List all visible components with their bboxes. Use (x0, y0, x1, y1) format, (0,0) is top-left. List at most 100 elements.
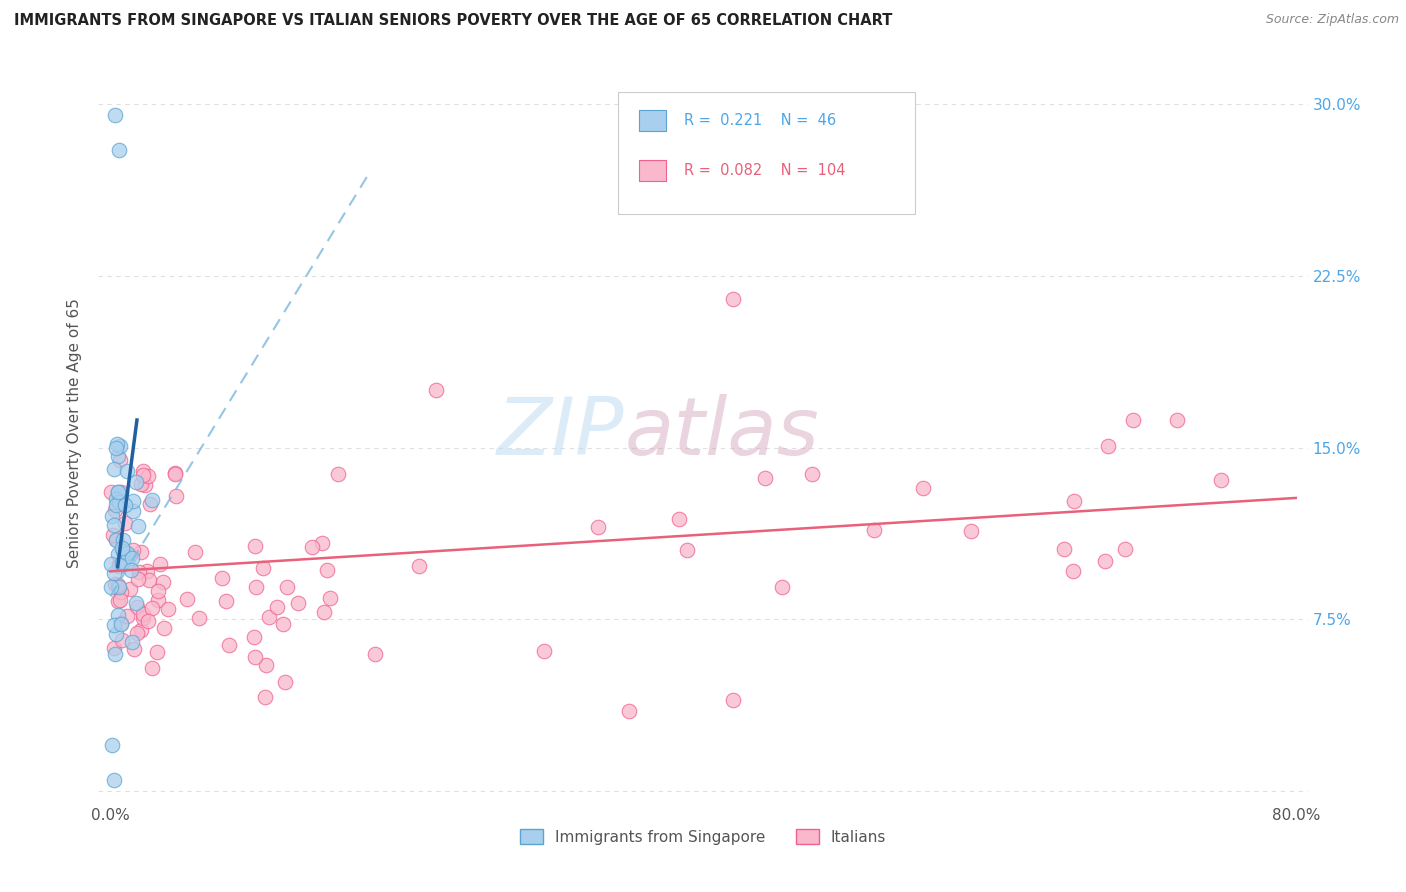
Point (127, 519, 149, 533)
Text: Source: ZipAtlas.com: Source: ZipAtlas.com (1265, 13, 1399, 27)
Point (141, 601, 163, 615)
Point (107, 594, 129, 608)
Point (121, 550, 143, 565)
Point (316, 564, 339, 578)
Point (254, 690, 277, 705)
Text: R =  0.221    N =  46: R = 0.221 N = 46 (683, 113, 835, 128)
Point (134, 478, 156, 492)
Point (129, 545, 152, 559)
Point (105, 533, 128, 547)
Point (165, 467, 187, 481)
Point (110, 485, 132, 500)
Point (863, 523, 886, 537)
Point (721, 292, 744, 306)
Point (319, 591, 342, 605)
Point (1209, 473, 1232, 487)
Point (114, 516, 136, 530)
Point (214, 594, 236, 608)
Point (104, 647, 127, 661)
Point (129, 476, 152, 491)
Point (108, 593, 131, 607)
Point (101, 528, 124, 542)
Point (146, 584, 169, 599)
Point (108, 143, 131, 157)
Point (617, 704, 640, 718)
Point (125, 599, 148, 614)
Point (105, 498, 128, 512)
Point (105, 436, 128, 450)
Point (408, 558, 430, 573)
Point (110, 617, 132, 632)
FancyBboxPatch shape (638, 110, 665, 131)
Point (266, 599, 288, 614)
Point (111, 557, 134, 571)
Point (103, 462, 125, 476)
Point (243, 630, 266, 644)
Point (100, 580, 122, 594)
Point (132, 467, 155, 482)
Point (139, 496, 162, 510)
Point (103, 517, 125, 532)
Point (115, 546, 138, 560)
Point (114, 498, 136, 512)
Point (115, 464, 138, 478)
Point (364, 648, 387, 662)
Point (110, 585, 132, 599)
Point (132, 611, 155, 625)
Point (121, 503, 143, 517)
Point (586, 520, 609, 534)
Point (188, 611, 211, 625)
Point (259, 610, 281, 624)
Point (676, 543, 699, 558)
Point (107, 607, 129, 622)
Point (184, 545, 207, 559)
Point (107, 578, 129, 592)
Point (125, 475, 148, 490)
Point (104, 626, 127, 640)
Point (108, 558, 131, 573)
Point (533, 643, 555, 657)
Point (326, 467, 349, 481)
Point (121, 635, 143, 649)
Point (157, 602, 180, 616)
Point (312, 605, 335, 619)
Point (146, 592, 169, 607)
Point (100, 485, 122, 500)
Point (254, 657, 277, 672)
Point (1097, 439, 1119, 453)
Point (141, 660, 163, 674)
Point (1094, 554, 1116, 568)
Point (425, 383, 447, 397)
Text: atlas: atlas (624, 393, 820, 472)
Point (115, 609, 138, 624)
Point (617, 193, 640, 207)
Point (122, 542, 145, 557)
Point (135, 564, 157, 578)
Point (104, 503, 127, 517)
Point (111, 554, 134, 568)
Point (108, 580, 131, 594)
Point (243, 650, 266, 665)
Point (243, 539, 266, 553)
Point (149, 558, 172, 572)
Point (153, 621, 176, 635)
Text: IMMIGRANTS FROM SINGAPORE VS ITALIAN SENIORS POVERTY OVER THE AGE OF 65 CORRELAT: IMMIGRANTS FROM SINGAPORE VS ITALIAN SEN… (14, 13, 893, 29)
Point (211, 571, 233, 585)
Point (122, 642, 145, 657)
Point (111, 632, 134, 647)
Point (912, 481, 935, 495)
Point (117, 549, 139, 563)
Point (103, 566, 125, 581)
Point (152, 574, 174, 589)
Point (252, 561, 274, 575)
Point (118, 582, 141, 597)
Point (103, 640, 125, 655)
Point (105, 532, 128, 546)
FancyBboxPatch shape (638, 160, 665, 181)
Point (141, 493, 163, 508)
Point (128, 566, 150, 580)
Point (163, 467, 186, 481)
Point (770, 580, 793, 594)
Point (721, 692, 744, 706)
Point (127, 626, 149, 640)
